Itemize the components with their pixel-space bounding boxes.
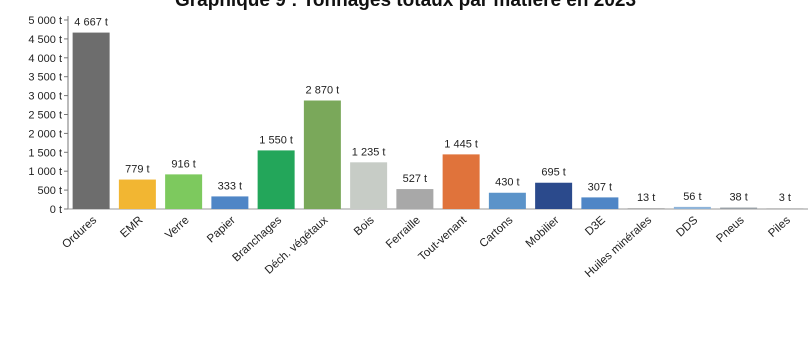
- data-label: 38 t: [729, 192, 747, 204]
- bar: [535, 182, 573, 209]
- data-label: 1 445 t: [444, 138, 478, 150]
- y-tick-label: 2 500 t: [28, 110, 62, 122]
- y-tick-label: 1 500 t: [28, 147, 62, 159]
- x-tick-label: EMR: [118, 214, 145, 240]
- bar: [627, 208, 665, 209]
- x-tick-label: Ferraille: [384, 214, 423, 251]
- data-label: 333 t: [218, 180, 242, 192]
- data-label: 695 t: [541, 167, 565, 179]
- x-tick-label: Verre: [163, 214, 191, 241]
- y-tick-label: 3 000 t: [28, 91, 62, 103]
- bar: [442, 154, 480, 209]
- data-label: 2 870 t: [306, 85, 340, 97]
- x-tick-label: Mobilier: [524, 214, 562, 250]
- data-label: 779 t: [125, 164, 149, 176]
- bar: [118, 179, 156, 209]
- data-label: 430 t: [495, 177, 519, 189]
- data-label: 307 t: [588, 181, 612, 193]
- data-label: 56 t: [683, 191, 701, 203]
- x-tick-label: Ordures: [60, 214, 99, 251]
- x-tick-label: Cartons: [477, 214, 515, 250]
- bar: [581, 197, 619, 209]
- bar: [165, 174, 203, 209]
- chart-title: Graphique 9 : Tonnages totaux par matièr…: [174, 0, 637, 11]
- data-label: 1 235 t: [352, 146, 386, 158]
- x-tick-label: Bois: [352, 214, 377, 238]
- x-tick-label: Papier: [205, 214, 238, 245]
- bar: [720, 207, 758, 209]
- bar: [350, 162, 388, 209]
- y-tick-label: 5 000 t: [28, 15, 62, 27]
- data-label: 916 t: [171, 158, 195, 170]
- y-tick-label: 3 500 t: [28, 72, 62, 84]
- x-tick-label: Pneus: [714, 214, 746, 245]
- data-label: 4 667 t: [74, 17, 108, 29]
- x-tick-label: DDS: [674, 214, 700, 239]
- bar: [673, 206, 711, 209]
- y-tick-label: 4 000 t: [28, 53, 62, 65]
- y-tick-label: 4 500 t: [28, 34, 62, 46]
- bar: [72, 32, 110, 209]
- y-tick-label: 0 t: [50, 204, 62, 216]
- y-tick-label: 500 t: [38, 185, 62, 197]
- bar: [488, 192, 526, 209]
- x-tick-label: Piles: [766, 214, 793, 240]
- x-tick-label: Tout-venant: [416, 214, 469, 264]
- x-tick-label: D3E: [583, 214, 608, 238]
- bar: [303, 100, 341, 209]
- y-tick-label: 1 000 t: [28, 166, 62, 178]
- bar: [766, 208, 804, 209]
- bar: [396, 189, 434, 209]
- data-label: 13 t: [637, 192, 655, 204]
- data-label: 527 t: [403, 173, 427, 185]
- data-label: 1 550 t: [259, 134, 293, 146]
- y-tick-label: 2 000 t: [28, 128, 62, 140]
- bar: [211, 196, 249, 209]
- data-label: 3 t: [779, 192, 791, 204]
- bar: [257, 150, 295, 209]
